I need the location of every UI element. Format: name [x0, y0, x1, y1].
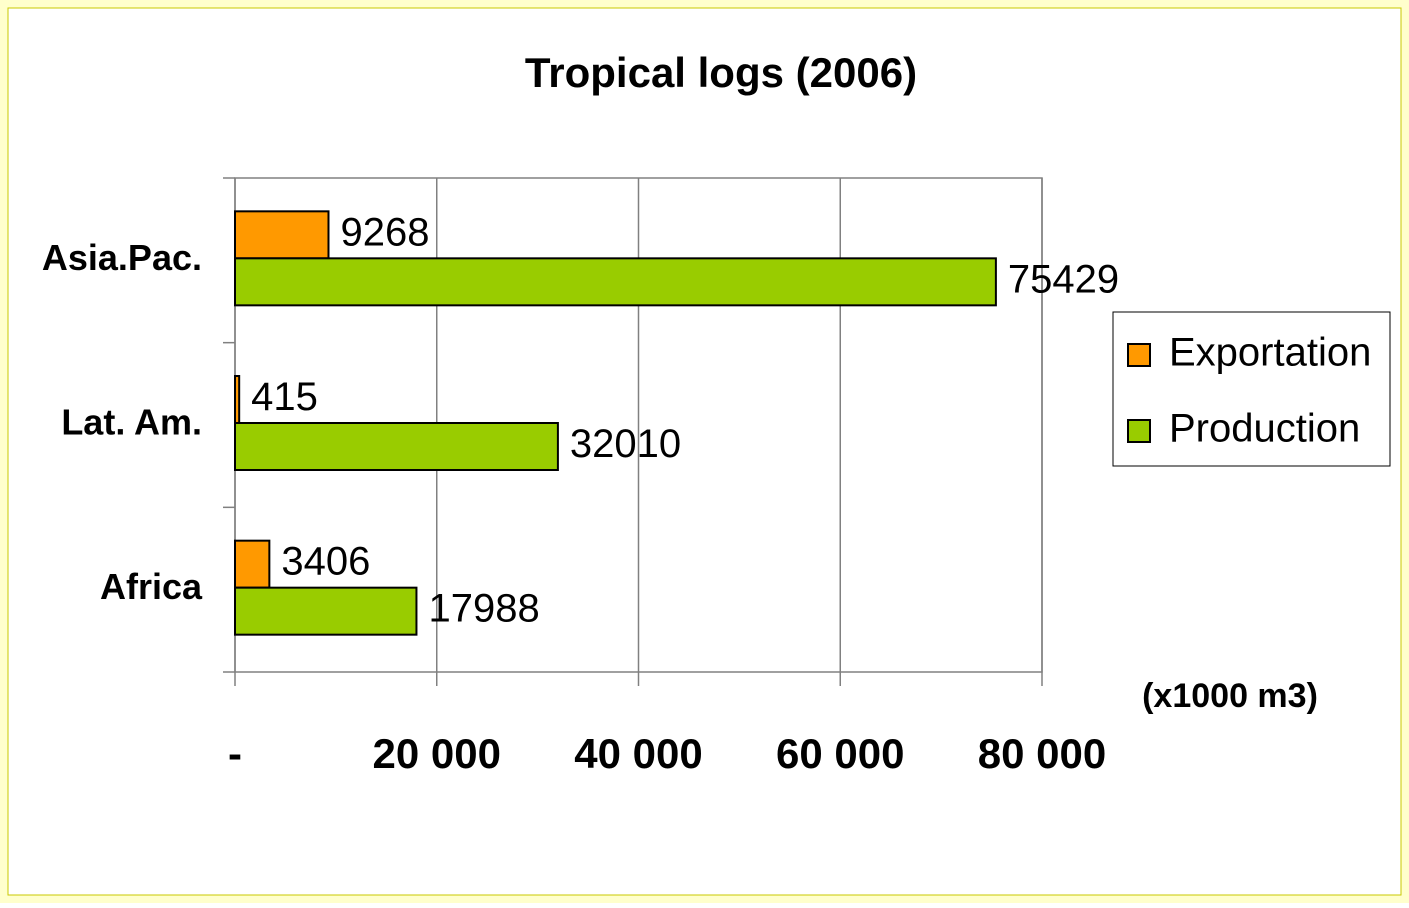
legend-label: Production — [1169, 407, 1360, 451]
x-tick-label: - — [228, 730, 242, 777]
data-label: 3406 — [281, 540, 370, 584]
x-tick-label: 80 000 — [978, 730, 1106, 777]
bar — [234, 586, 418, 636]
data-label: 75429 — [1008, 257, 1119, 301]
y-tick-label: Asia.Pac. — [42, 237, 202, 278]
x-tick-label: 60 000 — [776, 730, 904, 777]
data-label: 17988 — [428, 587, 539, 631]
bar — [234, 422, 559, 471]
data-label: 32010 — [570, 422, 681, 466]
bar — [234, 257, 997, 307]
legend-swatch — [1127, 343, 1151, 367]
bar — [234, 375, 241, 424]
y-tick-label: Africa — [100, 566, 203, 607]
x-tick-label: 40 000 — [574, 730, 702, 777]
legend-swatch — [1127, 419, 1151, 443]
legend-label: Exportation — [1169, 331, 1371, 375]
data-label: 415 — [251, 375, 318, 419]
chart-title: Tropical logs (2006) — [525, 49, 917, 96]
data-label: 9268 — [340, 210, 429, 254]
legend-box — [1112, 311, 1391, 467]
y-tick-label: Lat. Am. — [61, 402, 202, 443]
x-tick-label: 20 000 — [373, 730, 501, 777]
bar — [234, 539, 271, 589]
bar — [234, 210, 330, 260]
x-axis-label: (x1000 m3) — [1142, 677, 1318, 715]
